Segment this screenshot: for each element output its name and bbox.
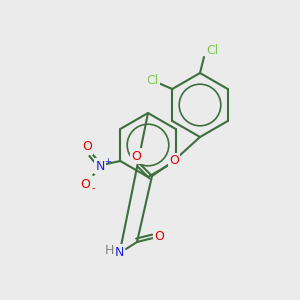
Text: H: H [104, 244, 114, 256]
Text: Cl: Cl [146, 74, 158, 86]
Text: O: O [80, 178, 90, 191]
Text: O: O [131, 149, 141, 163]
Text: O: O [82, 140, 92, 154]
Text: -: - [92, 183, 95, 193]
Text: O: O [169, 154, 179, 167]
Text: Cl: Cl [206, 44, 218, 58]
Text: N: N [96, 160, 105, 172]
Text: O: O [154, 230, 164, 242]
Text: N: N [114, 245, 124, 259]
Text: +: + [104, 157, 111, 166]
